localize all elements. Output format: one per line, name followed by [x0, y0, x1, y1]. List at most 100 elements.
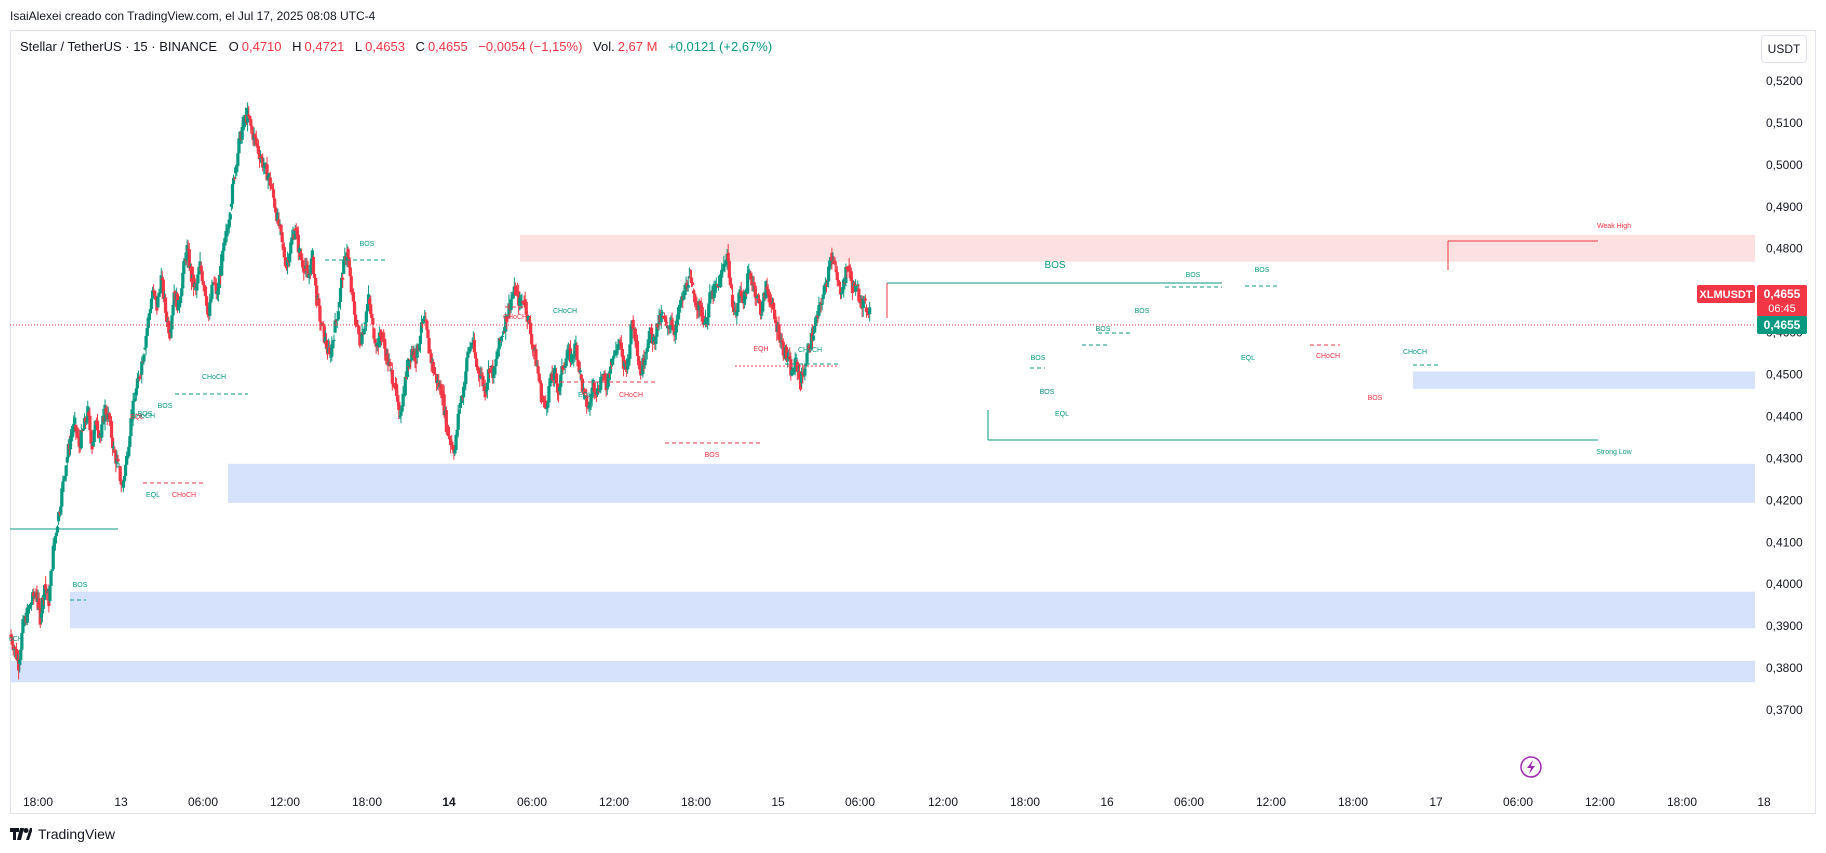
candle-body [550, 373, 554, 380]
candle-body [450, 441, 454, 445]
candle-body [88, 415, 92, 431]
candle-body [493, 366, 497, 375]
candle-body [660, 312, 664, 314]
candle-body [444, 410, 448, 433]
candle-body [747, 270, 751, 274]
candle-body [682, 290, 686, 300]
candle-body [485, 382, 489, 391]
candle-body [563, 366, 567, 368]
candle-body [418, 335, 422, 345]
candle-body [750, 279, 754, 286]
candle-body [236, 153, 240, 166]
candle-body [822, 285, 826, 295]
currency-button[interactable]: USDT [1761, 35, 1807, 63]
candle-body [200, 271, 204, 282]
candle-body [39, 613, 43, 618]
x-axis-tick-label: 12:00 [1585, 795, 1615, 809]
candle-body [716, 284, 721, 286]
candle-body [50, 569, 54, 571]
candle-body [516, 290, 520, 292]
candle-body [74, 424, 78, 431]
candle-body [713, 286, 717, 291]
candle-body [347, 257, 351, 268]
candle-body [64, 465, 68, 477]
candle-body [858, 301, 862, 304]
volume-label: Vol. [593, 39, 615, 54]
candle-body [240, 127, 244, 140]
candle-body [189, 266, 194, 282]
structure-label-red: CHoCH [172, 492, 196, 499]
candle-body [527, 320, 532, 323]
candle-body [700, 311, 704, 316]
candle-body [640, 374, 644, 376]
candle-body [132, 400, 136, 402]
candle-body [116, 458, 120, 462]
candle-body [519, 301, 523, 304]
candle-body [795, 361, 799, 372]
candle-body [59, 506, 63, 513]
candle-body [199, 265, 203, 272]
candle-body [607, 373, 611, 375]
candle-body [816, 315, 820, 317]
candle-body [154, 295, 158, 300]
candle-body [788, 356, 792, 360]
candle-body [458, 402, 462, 409]
candle-body [652, 336, 656, 344]
candle-body [141, 361, 145, 363]
candle-body [740, 296, 744, 298]
candle-body [161, 279, 165, 299]
candle-body [285, 260, 290, 266]
candle-body [834, 269, 838, 273]
candle-body [495, 355, 499, 360]
candle-body [68, 437, 73, 450]
lightning-icon[interactable] [1520, 756, 1542, 778]
candle-body [459, 395, 464, 403]
candle-body [311, 257, 316, 274]
x-axis-tick-label: 18:00 [681, 795, 711, 809]
candle-body [89, 430, 93, 444]
structure-label-green: EQL [1241, 355, 1255, 362]
x-axis-tick-label: 12:00 [1256, 795, 1286, 809]
candle-body [868, 307, 872, 315]
candle-body [624, 361, 628, 364]
candle-body [722, 263, 726, 270]
countdown-label: 06:45 [1768, 303, 1796, 315]
candle-body [753, 285, 757, 298]
high-label: H [292, 39, 302, 54]
candle-body [237, 138, 241, 154]
candle-body [192, 274, 196, 288]
candle-body [526, 315, 530, 322]
structure-label-green: BOS [138, 411, 153, 418]
candle-body [51, 545, 55, 570]
tradingview-brand[interactable]: TradingView [10, 826, 115, 842]
candle-body [604, 380, 608, 391]
tradingview-logo-icon [10, 828, 32, 840]
x-axis-tick-label: 17 [1429, 795, 1443, 809]
candle-body [248, 116, 252, 120]
candle-body [222, 242, 226, 251]
candle-body [532, 345, 536, 351]
candle-body [673, 331, 677, 335]
candle-body [274, 207, 278, 213]
candle-body [250, 125, 254, 131]
candle-body [425, 320, 429, 330]
candle-body [208, 302, 212, 316]
candle-body [37, 598, 41, 608]
y-axis-tick-label: 0,4000 [1766, 577, 1803, 591]
candle-body [702, 322, 707, 325]
candle-body [760, 314, 764, 316]
candle-body [107, 413, 111, 420]
candle-body [260, 156, 264, 158]
candle-body [774, 320, 778, 324]
candle-body [150, 290, 155, 299]
ticker-tag-label: XLMUSDT [1699, 289, 1752, 301]
candle-body [77, 436, 81, 447]
candle-body [92, 429, 96, 443]
y-axis-tick-label: 0,3900 [1766, 619, 1803, 633]
close-value: 0,4655 [427, 39, 468, 54]
candle-body [697, 300, 701, 311]
candle-body [85, 420, 89, 423]
symbol-label[interactable]: Stellar / TetherUS · 15 · BINANCE [20, 39, 217, 54]
candle-body [121, 480, 125, 488]
